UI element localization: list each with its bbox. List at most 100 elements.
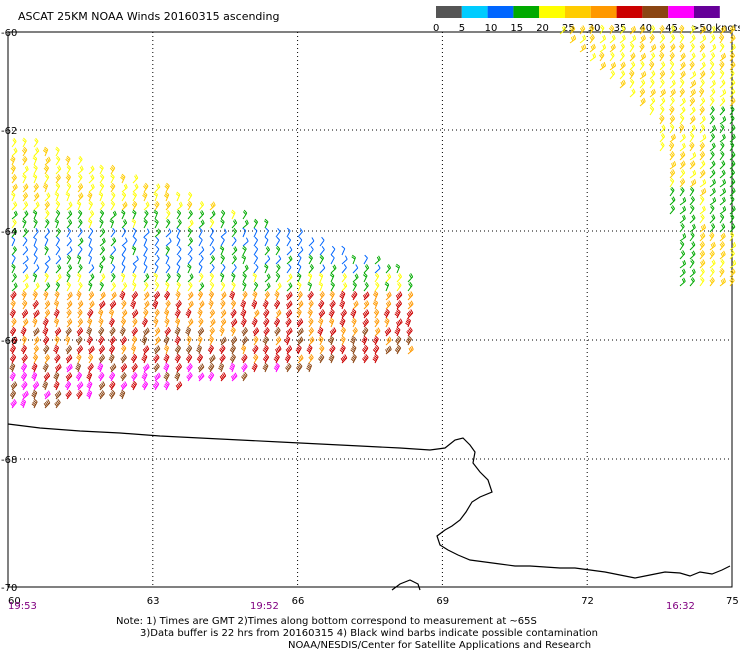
wind-barb [185, 326, 192, 337]
wind-barb [55, 146, 60, 157]
wind-barb [86, 335, 93, 346]
wind-barb [286, 255, 293, 265]
wind-barb [719, 79, 726, 89]
wind-barb [44, 272, 49, 283]
wind-barb [679, 169, 686, 179]
wind-barb [729, 205, 736, 215]
wind-barb [87, 191, 93, 202]
wind-barb [286, 291, 293, 301]
wind-barb [131, 245, 137, 256]
wind-barb [339, 290, 346, 301]
wind-barb [165, 209, 171, 220]
wind-barb [699, 223, 707, 233]
wind-barb [176, 263, 181, 274]
wind-barb [296, 308, 302, 319]
wind-barb [385, 291, 392, 301]
wind-barb [395, 291, 403, 301]
wind-barb [709, 52, 716, 62]
wind-barb [729, 250, 735, 260]
wind-barb [297, 300, 304, 310]
wind-barb [679, 277, 686, 287]
wind-barb [88, 264, 95, 274]
wind-barb [339, 299, 346, 310]
wind-barb [198, 227, 203, 238]
wind-barb [88, 210, 95, 220]
wind-barb [86, 326, 93, 337]
wind-barb [220, 318, 227, 328]
wind-barb [44, 228, 51, 238]
wind-barb [589, 43, 596, 53]
wind-barb [407, 291, 414, 301]
wind-barb [130, 353, 138, 364]
wind-barb [341, 282, 348, 292]
map-title: ASCAT 25KM NOAA Winds 20160315 ascending [18, 10, 279, 23]
coastline-island [391, 579, 421, 591]
wind-barb [649, 70, 656, 80]
wind-barb [709, 60, 715, 71]
wind-barb [143, 245, 148, 256]
wind-barb [374, 327, 381, 337]
wind-barb [66, 201, 73, 211]
y-tick-label: -66 [1, 336, 17, 347]
wind-barb [328, 353, 335, 364]
wind-barb [286, 282, 293, 292]
wind-barb [329, 344, 336, 355]
wind-barb [659, 88, 666, 98]
wind-barb [77, 264, 83, 274]
wind-barb [208, 362, 215, 373]
wind-barb [174, 326, 181, 337]
wind-barb [699, 259, 706, 269]
wind-barb [253, 236, 259, 247]
wind-barb [174, 335, 181, 346]
wind-barb [352, 281, 357, 292]
wind-barb [120, 336, 127, 346]
wind-barb [197, 290, 204, 301]
wind-barb [689, 115, 696, 125]
wind-barb [729, 187, 736, 197]
wind-barb [187, 254, 193, 265]
wind-barb [143, 228, 150, 238]
wind-barb [11, 317, 17, 328]
wind-barb [709, 231, 715, 242]
wind-barb [241, 371, 248, 382]
wind-barb [669, 60, 675, 71]
wind-barb [153, 209, 159, 220]
wind-barb [11, 201, 18, 211]
wind-barb [11, 174, 17, 184]
wind-barb [176, 209, 182, 220]
wind-barb [275, 227, 281, 238]
wind-barb [10, 155, 16, 166]
wind-barb [689, 25, 696, 35]
wind-barb [209, 272, 215, 283]
wind-barb [699, 134, 707, 143]
wind-barb [719, 196, 726, 206]
wind-barb [33, 254, 38, 265]
wind-barb [689, 214, 696, 224]
wind-barb [120, 354, 127, 364]
wind-barb [230, 272, 236, 283]
wind-barb [253, 245, 259, 256]
wind-barb [219, 326, 225, 337]
note-line-3: NOAA/NESDIS/Center for Satellite Applica… [288, 640, 591, 650]
wind-barb [699, 106, 705, 116]
wind-barb [55, 273, 62, 283]
wind-barb [230, 372, 238, 382]
wind-barb [88, 345, 95, 355]
wind-barb [679, 214, 686, 224]
wind-barb [669, 186, 675, 197]
wind-barb [86, 380, 93, 391]
wind-barb [143, 300, 150, 310]
x-tick-label: 63 [147, 596, 160, 607]
wind-barb [729, 88, 736, 98]
wind-barb [143, 273, 150, 283]
legend-swatch [461, 6, 488, 18]
wind-barb [719, 258, 725, 269]
wind-barb [98, 390, 105, 400]
wind-barb [209, 255, 216, 265]
wind-barb [66, 281, 72, 292]
wind-barb [165, 273, 171, 283]
wind-barb [121, 309, 128, 319]
wind-barb [99, 291, 106, 301]
wind-barb [352, 300, 359, 310]
wind-barb [44, 245, 49, 256]
